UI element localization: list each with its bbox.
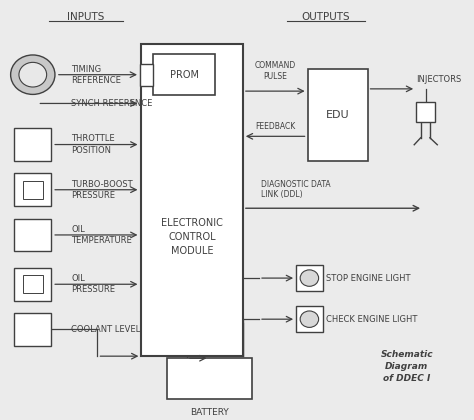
- Bar: [296, 265, 323, 291]
- Bar: [14, 218, 51, 252]
- Text: CHECK ENGINE LIGHT: CHECK ENGINE LIGHT: [326, 315, 418, 324]
- Text: COMMAND
PULSE: COMMAND PULSE: [255, 61, 296, 81]
- Bar: [14, 128, 51, 161]
- Bar: [14, 268, 51, 301]
- Text: OIL
TEMPERATURE: OIL TEMPERATURE: [71, 225, 132, 245]
- Bar: [167, 358, 252, 399]
- Bar: [153, 54, 215, 95]
- Text: OIL
PRESSURE: OIL PRESSURE: [71, 274, 115, 294]
- Bar: [141, 44, 243, 356]
- Text: TIMING
REFERENCE: TIMING REFERENCE: [71, 65, 121, 85]
- Text: FEEDBACK: FEEDBACK: [255, 122, 295, 131]
- Text: PROM: PROM: [170, 70, 199, 80]
- Text: ELECTRONIC
CONTROL
MODULE: ELECTRONIC CONTROL MODULE: [161, 218, 223, 257]
- Bar: [296, 306, 323, 332]
- Text: THROTTLE
POSITION: THROTTLE POSITION: [71, 134, 115, 155]
- Text: INPUTS: INPUTS: [67, 12, 105, 22]
- Bar: [14, 313, 51, 346]
- Bar: [14, 173, 51, 206]
- Circle shape: [10, 55, 55, 94]
- Text: OUTPUTS: OUTPUTS: [302, 12, 350, 22]
- Text: TURBO-BOOST
PRESSURE: TURBO-BOOST PRESSURE: [71, 180, 133, 200]
- Text: EDU: EDU: [326, 110, 349, 120]
- Circle shape: [300, 311, 319, 328]
- Text: STOP ENGINE LIGHT: STOP ENGINE LIGHT: [326, 273, 410, 283]
- Text: DIAGNOSTIC DATA
LINK (DDL): DIAGNOSTIC DATA LINK (DDL): [261, 180, 331, 199]
- Text: COOLANT LEVEL: COOLANT LEVEL: [71, 325, 140, 334]
- Bar: [23, 181, 43, 199]
- Circle shape: [300, 270, 319, 286]
- Text: Schematic
Diagram
of DDEC I: Schematic Diagram of DDEC I: [381, 350, 433, 383]
- Bar: [416, 102, 436, 122]
- Text: SYNCH REFERENCE: SYNCH REFERENCE: [71, 99, 153, 108]
- Circle shape: [19, 62, 46, 87]
- Bar: [140, 63, 153, 86]
- Bar: [23, 275, 43, 293]
- Text: INJECTORS: INJECTORS: [416, 75, 461, 84]
- Bar: [308, 68, 367, 161]
- Text: BATTERY: BATTERY: [190, 408, 229, 417]
